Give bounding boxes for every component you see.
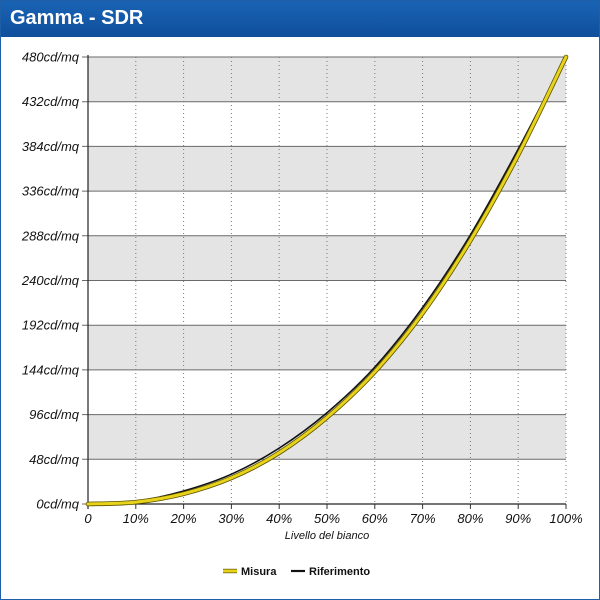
- y-tick-label: 240cd/mq: [21, 273, 80, 288]
- x-tick-label: 80%: [457, 511, 483, 526]
- x-axis-label: Livello del bianco: [285, 530, 369, 542]
- x-tick-label: 100%: [549, 511, 582, 526]
- y-tick-labels: 0cd/mq 48cd/mq 96cd/mq 144cd/mq 192cd/mq 240c…: [21, 50, 80, 512]
- series-lines: [85, 54, 569, 507]
- legend-label: Misura: [241, 566, 277, 578]
- x-tick-label: 20%: [170, 511, 197, 526]
- grid-band: [88, 414, 566, 460]
- grid-band: [88, 325, 566, 370]
- x-tick-label: 70%: [410, 511, 436, 526]
- x-tick-label: 40%: [266, 511, 292, 526]
- chart-title: Gamma - SDR: [10, 7, 144, 29]
- y-tick-label: 96cd/mq: [29, 407, 80, 422]
- y-tick-label: 384cd/mq: [22, 139, 80, 154]
- x-tick-labels: 0 10% 20% 30% 40% 50% 60% 70% 80% 90% 100%: [84, 511, 582, 526]
- legend-label: Riferimento: [309, 566, 370, 578]
- header-bar: Gamma - SDR: [1, 1, 599, 37]
- y-tick-label: 192cd/mq: [22, 318, 80, 333]
- x-tick-label: 90%: [505, 511, 531, 526]
- x-tick-label: 10%: [123, 511, 149, 526]
- y-tick-label: 336cd/mq: [22, 184, 80, 199]
- legend: Misura Riferimento: [223, 566, 370, 578]
- axes: [87, 55, 567, 509]
- x-tick-label: 0: [84, 511, 92, 526]
- grid-band: [88, 57, 566, 102]
- x-tick-label: 30%: [218, 511, 244, 526]
- y-tick-label: 144cd/mq: [22, 362, 80, 377]
- y-tick-label: 480cd/mq: [22, 50, 80, 65]
- y-tick-label: 432cd/mq: [22, 94, 80, 109]
- y-tick-label: 288cd/mq: [21, 228, 80, 243]
- y-tick-label: 48cd/mq: [29, 452, 80, 467]
- grid-lines: [82, 56, 567, 505]
- series-line-riferimento: [87, 56, 567, 505]
- series-line-misura: [86, 55, 568, 506]
- x-tick-label: 50%: [314, 511, 340, 526]
- y-tick-label: 0cd/mq: [36, 497, 79, 512]
- x-tick-label: 60%: [362, 511, 388, 526]
